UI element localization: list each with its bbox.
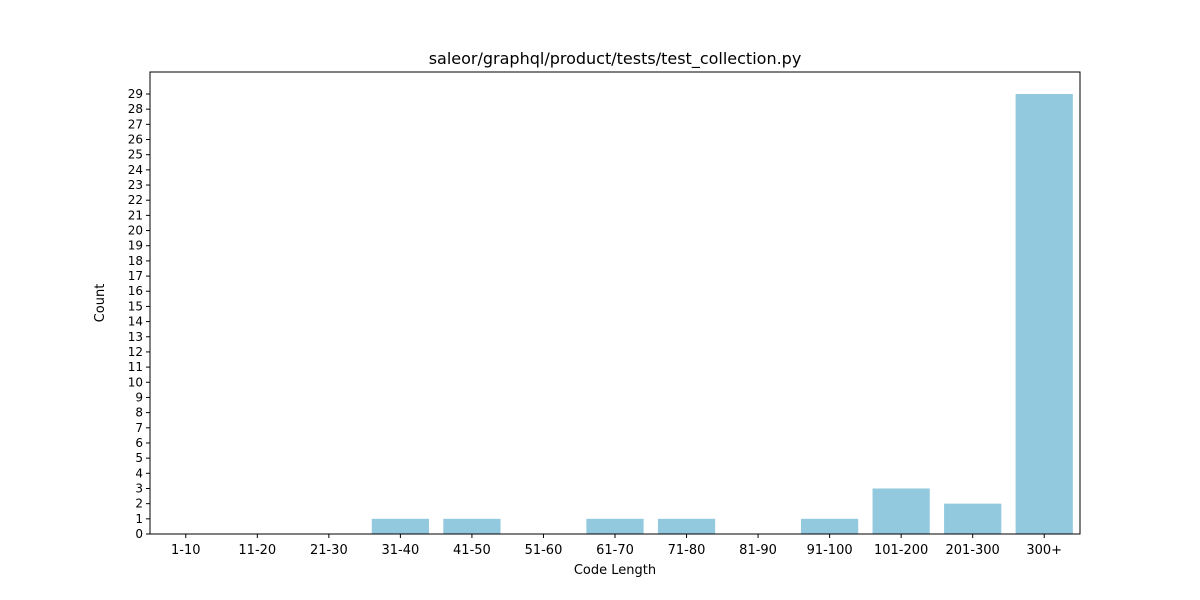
y-tick-label: 13 bbox=[128, 330, 143, 344]
y-tick-label: 4 bbox=[135, 466, 143, 480]
y-tick-label: 24 bbox=[128, 163, 143, 177]
y-tick-label: 28 bbox=[128, 102, 143, 116]
x-tick-label: 41-50 bbox=[453, 543, 491, 558]
bar-300+ bbox=[1015, 94, 1073, 534]
y-tick-label: 6 bbox=[135, 436, 143, 450]
y-tick-label: 3 bbox=[135, 481, 143, 495]
y-tick-label: 21 bbox=[128, 208, 143, 222]
y-tick-label: 27 bbox=[128, 117, 143, 131]
bar-91-100 bbox=[801, 518, 859, 534]
y-axis-label: Count bbox=[93, 284, 108, 323]
bar-201-300 bbox=[944, 503, 1002, 534]
y-tick-label: 7 bbox=[135, 421, 143, 435]
x-tick-label: 21-30 bbox=[310, 543, 348, 558]
y-tick-label: 1 bbox=[135, 512, 143, 526]
x-tick-label: 31-40 bbox=[381, 543, 419, 558]
y-tick-label: 19 bbox=[128, 239, 143, 253]
y-tick-label: 2 bbox=[135, 497, 143, 511]
y-tick-label: 18 bbox=[128, 254, 143, 268]
y-tick-label: 23 bbox=[128, 178, 143, 192]
x-tick-label: 71-80 bbox=[668, 543, 706, 558]
x-axis-ticks: 1-10 11-20 21-30 31-40 41-50 51-60 61-70 71-80 8… bbox=[171, 534, 1062, 558]
bar-71-80 bbox=[657, 518, 716, 534]
y-tick-label: 12 bbox=[128, 345, 143, 359]
x-tick-label: 300+ bbox=[1026, 543, 1062, 558]
x-tick-label: 11-20 bbox=[238, 543, 276, 558]
plot-frame bbox=[149, 71, 1081, 535]
y-tick-label: 26 bbox=[128, 133, 143, 147]
bars-group bbox=[371, 94, 1073, 534]
bar-61-70 bbox=[586, 518, 644, 534]
x-tick-label: 201-300 bbox=[946, 543, 1000, 558]
y-tick-label: 11 bbox=[128, 360, 143, 374]
x-tick-label: 1-10 bbox=[171, 543, 201, 558]
y-tick-label: 20 bbox=[128, 224, 143, 238]
bar-31-40 bbox=[371, 518, 429, 534]
y-tick-label: 25 bbox=[128, 148, 143, 162]
x-axis-label: Code Length bbox=[574, 563, 656, 578]
bar-41-50 bbox=[443, 518, 501, 534]
y-tick-label: 15 bbox=[128, 299, 143, 313]
bar-101-200 bbox=[872, 488, 930, 534]
y-tick-label: 14 bbox=[128, 315, 143, 329]
y-tick-label: 17 bbox=[128, 269, 143, 283]
y-tick-label: 5 bbox=[135, 451, 143, 465]
y-axis-ticks: 0123456789101112131415161718192021222324… bbox=[128, 87, 150, 541]
y-tick-label: 9 bbox=[135, 390, 143, 404]
x-tick-label: 51-60 bbox=[525, 543, 563, 558]
y-tick-label: 22 bbox=[128, 193, 143, 207]
chart-title: saleor/graphql/product/tests/test_collec… bbox=[429, 49, 802, 69]
x-tick-label: 61-70 bbox=[596, 543, 634, 558]
y-tick-label: 8 bbox=[135, 406, 143, 420]
y-tick-label: 10 bbox=[128, 375, 143, 389]
y-tick-label: 0 bbox=[135, 527, 143, 541]
y-tick-label: 29 bbox=[128, 87, 143, 101]
x-tick-label: 81-90 bbox=[739, 543, 777, 558]
x-tick-label: 101-200 bbox=[874, 543, 928, 558]
y-tick-label: 16 bbox=[128, 284, 143, 298]
x-tick-label: 91-100 bbox=[807, 543, 853, 558]
